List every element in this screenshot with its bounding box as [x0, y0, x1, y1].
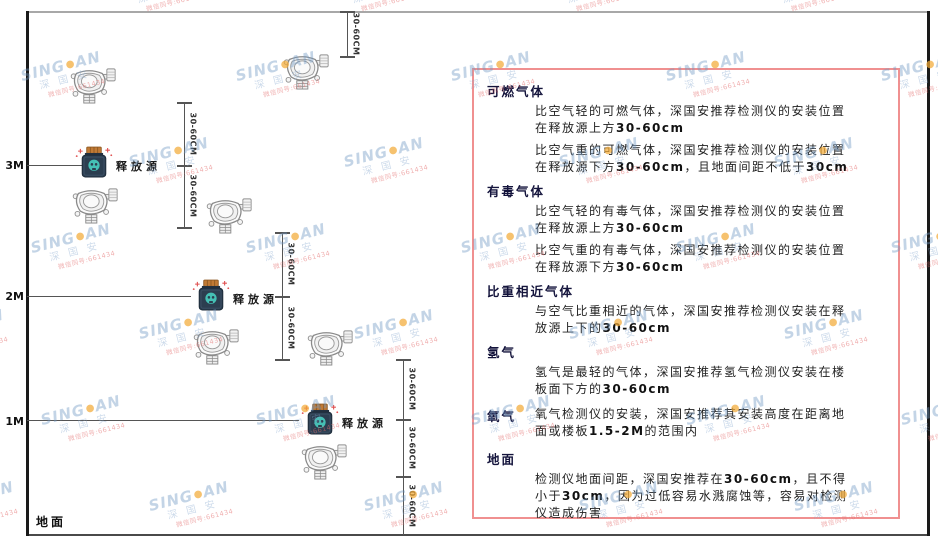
dimension-label: 30-60CM [188, 174, 198, 218]
section-ground: 地面 检测仪地面间距，深国安推荐在30-60cm，且不得小于30cm，因为过低容… [487, 449, 885, 522]
gas-detector-icon [306, 328, 354, 367]
dimension-label: 30-60CM [188, 112, 198, 156]
dimension-label: 30-60CM [407, 484, 417, 528]
section-hydrogen: 氢气 氢气是最轻的气体，深国安推荐氢气检测仪安装在楼板面下方的30-60cm [487, 342, 885, 398]
section-combustible-gas: 可燃气体 比空气轻的可燃气体，深国安推荐检测仪的安装位置在释放源上方30-60c… [487, 81, 885, 176]
gas-detector-icon [192, 327, 240, 366]
dimension-tick [275, 359, 290, 361]
gas-detector-icon [300, 442, 348, 481]
left-axis-line [26, 11, 29, 536]
section-paragraph: 比空气重的可燃气体，深国安推荐检测仪的安装位置在释放源下方30-60cm，且地面… [535, 143, 849, 174]
section-paragraph: 氧气检测仪的安装，深国安推荐其安装高度在距离地面或楼板1.5-2M的范围内 [535, 407, 846, 438]
right-wall-line [927, 11, 930, 536]
gas-detector-icon [205, 196, 253, 235]
release-source-icon [300, 403, 340, 436]
section-heading: 可燃气体 [487, 84, 546, 99]
ceiling-line [27, 11, 930, 13]
dimension-tick [275, 232, 290, 234]
section-heading: 氧气 [487, 409, 517, 424]
release-source-icon [74, 146, 114, 179]
section-heading: 比重相近气体 [487, 284, 575, 299]
section-oxygen: 氧气 氧气检测仪的安装，深国安推荐其安装高度在距离地面或楼板1.5-2M的范围内 [487, 403, 885, 445]
section-heading: 地面 [487, 452, 517, 467]
dimension-tick [340, 56, 355, 58]
section-paragraph: 比空气轻的可燃气体，深国安推荐检测仪的安装位置在释放源上方30-60cm [535, 104, 846, 135]
dimension-tick [177, 165, 192, 167]
leader-line-2m [27, 296, 191, 297]
dimension-label: 30-60CM [286, 242, 296, 286]
section-paragraph: 与空气比重相近的气体，深国安推荐检测仪安装在释放源上下的30-60cm [535, 304, 846, 335]
dimension-tick [275, 296, 290, 298]
dimension-label: 30-60CM [351, 12, 361, 56]
guideline-panel: 可燃气体 比空气轻的可燃气体，深国安推荐检测仪的安装位置在释放源上方30-60c… [472, 68, 900, 522]
release-source-label: 释放源 [116, 160, 161, 173]
leader-line-3m [27, 165, 83, 166]
dimension-line [403, 360, 404, 535]
height-label-3m: 3M [5, 159, 24, 172]
dimension-tick [396, 359, 411, 361]
dimension-tick [396, 476, 411, 478]
section-paragraph: 比空气轻的有毒气体，深国安推荐检测仪的安装位置在释放源上方30-60cm [535, 204, 846, 235]
section-paragraph: 检测仪地面间距，深国安推荐在30-60cm，且不得小于30cm，因为过低容易水溅… [535, 472, 848, 520]
section-toxic-gas: 有毒气体 比空气轻的有毒气体，深国安推荐检测仪的安装位置在释放源上方30-60c… [487, 181, 885, 276]
ground-line [27, 534, 930, 536]
section-paragraph: 比空气重的有毒气体，深国安推荐检测仪的安装位置在释放源下方30-60cm [535, 243, 846, 274]
section-heading: 氢气 [487, 345, 517, 360]
ground-label: 地面 [36, 515, 67, 529]
height-label-1m: 1M [5, 415, 24, 428]
gas-detector-icon [282, 52, 330, 91]
height-label-2m: 2M [5, 290, 24, 303]
dimension-tick [340, 11, 355, 13]
section-heading: 有毒气体 [487, 184, 546, 199]
release-source-icon [191, 279, 231, 312]
dimension-line [347, 12, 348, 57]
dimension-label: 30-60CM [407, 426, 417, 470]
section-similar-density-gas: 比重相近气体 与空气比重相近的气体，深国安推荐检测仪安装在释放源上下的30-60… [487, 281, 885, 337]
dimension-label: 30-60CM [407, 367, 417, 411]
release-source-label: 释放源 [233, 293, 278, 306]
dimension-tick [396, 419, 411, 421]
leader-line-1m [27, 420, 299, 421]
release-source-label: 释放源 [342, 417, 387, 430]
dimension-tick [177, 102, 192, 104]
dimension-label: 30-60CM [286, 306, 296, 350]
section-paragraph: 氢气是最轻的气体，深国安推荐氢气检测仪安装在楼板面下方的30-60cm [535, 365, 846, 396]
dimension-tick [177, 227, 192, 229]
gas-detector-icon [71, 186, 119, 225]
gas-detector-icon [69, 66, 117, 105]
